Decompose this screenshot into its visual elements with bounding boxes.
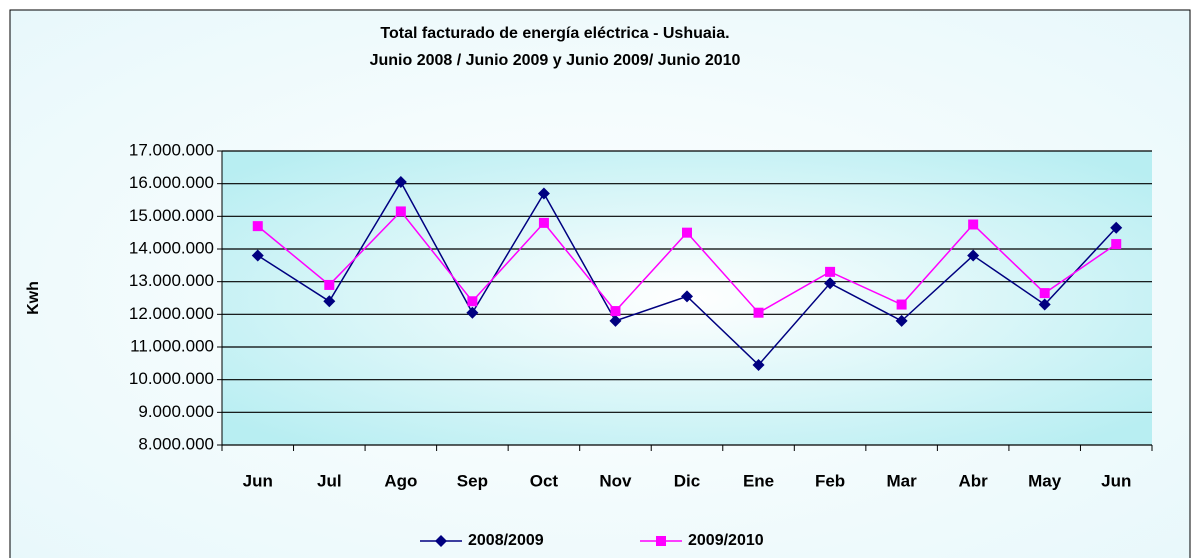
x-tick-label: May [1028, 471, 1062, 490]
data-point [968, 219, 979, 230]
data-point [538, 217, 549, 228]
data-point [324, 279, 335, 290]
chart-subtitle: Junio 2008 / Junio 2009 y Junio 2009/ Ju… [370, 52, 741, 69]
data-point [967, 249, 980, 262]
data-point [610, 306, 621, 317]
data-point [824, 277, 837, 290]
y-tick-label: 8.000.000 [138, 434, 214, 453]
y-tick-label: 11.000.000 [130, 336, 214, 355]
y-tick-label: 9.000.000 [138, 402, 214, 421]
x-tick-label: Mar [886, 471, 917, 490]
data-point [323, 295, 336, 308]
data-point [394, 176, 407, 189]
x-tick-label: Ene [743, 471, 774, 490]
data-point [467, 296, 478, 307]
x-tick-label: Ago [384, 471, 417, 490]
y-tick-label: 10.000.000 [129, 369, 214, 388]
legend-label: 2008/2009 [468, 532, 544, 549]
data-point [252, 221, 263, 232]
data-point [752, 358, 765, 371]
x-tick-label: Jul [317, 471, 342, 490]
data-point [251, 249, 264, 262]
x-tick-label: Abr [959, 471, 989, 490]
data-point [1038, 298, 1051, 311]
data-point [682, 227, 692, 238]
data-point [896, 299, 907, 310]
x-tick-label: Nov [599, 471, 632, 490]
y-tick-label: 14.000.000 [129, 238, 214, 257]
y-tick-label: 16.000.000 [129, 173, 214, 192]
data-point [753, 307, 764, 318]
chart-title: Total facturado de energía eléctrica - U… [380, 25, 729, 42]
x-tick-label: Jun [1101, 471, 1131, 490]
legend-marker [435, 535, 447, 547]
data-point [395, 206, 406, 217]
legend-marker [656, 536, 666, 546]
data-point [1039, 288, 1050, 299]
y-tick-label: 12.000.000 [129, 304, 214, 323]
x-tick-label: Oct [530, 471, 559, 490]
y-tick-label: 15.000.000 [129, 206, 214, 225]
x-tick-label: Jun [243, 471, 273, 490]
x-tick-label: Feb [815, 471, 845, 490]
x-tick-label: Sep [457, 471, 488, 490]
x-tick-label: Dic [674, 471, 700, 490]
data-point [1110, 221, 1123, 234]
data-point [466, 306, 479, 319]
legend-label: 2009/2010 [688, 532, 764, 549]
data-point [825, 266, 836, 277]
data-point [537, 187, 550, 200]
data-point [1111, 239, 1122, 250]
y-tick-label: 13.000.000 [129, 271, 214, 290]
data-point [681, 290, 693, 303]
y-tick-label: 17.000.000 [129, 140, 214, 159]
y-axis-label: Kwh [25, 281, 42, 315]
data-point [609, 314, 622, 327]
data-point [895, 314, 908, 327]
